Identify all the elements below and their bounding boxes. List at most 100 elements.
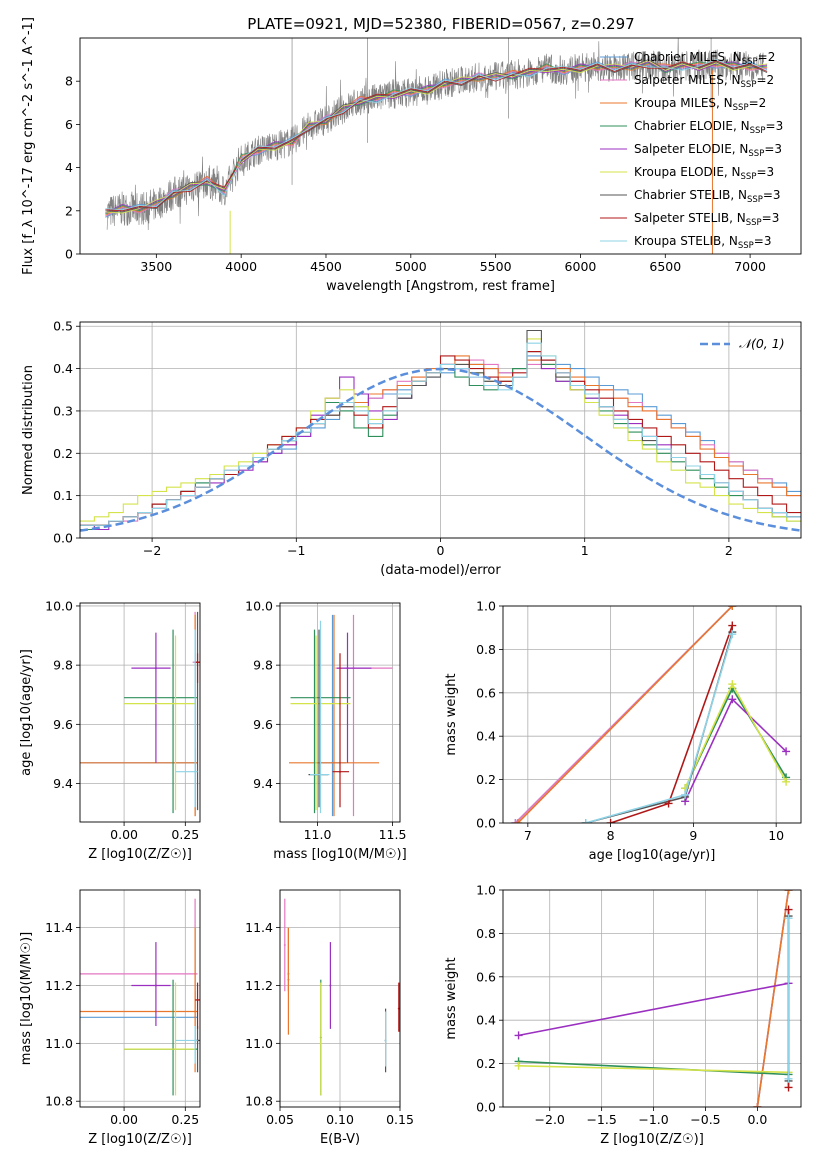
y-tick-label: 0.6 [476,685,496,700]
axes-frame [79,321,802,539]
panel-mass_vs_ebv: 0.05 0.10 0.15 10.8 11.0 11.2 11.4 E(B-V) [245,889,414,1147]
data-point [154,984,157,987]
y-tick-label: 2 [65,203,73,218]
model-curve-kroupa-miles [105,62,768,216]
model-curve-chabrier-miles [105,61,768,218]
plot-content [511,606,791,823]
y-tick-label: 10.8 [45,1094,73,1109]
legend-suffix: =3 [754,234,772,248]
x-tick-label: 5000 [395,259,427,274]
data-point [172,696,175,699]
legend-suffix: =3 [766,119,784,133]
data-point [313,696,316,699]
y-tick-label: 11.4 [245,920,273,935]
y-tick-label: 0.4 [476,729,496,744]
y-tick-label: 11.2 [245,978,273,993]
legend-entry: Kroupa STELIB, NSSP=3 [634,234,772,251]
plus-marker [782,777,791,786]
plus-marker [784,1074,793,1083]
data-point [319,1042,322,1045]
y-axis-label: mass [log10(M/M☉)] [19,932,34,1065]
y-tick-label: 0.2 [476,1056,496,1071]
plus-marker [728,606,737,610]
axes-frame [502,889,802,1108]
plot-content [80,611,200,817]
legend-suffix: =3 [762,211,780,225]
figure-title: PLATE=0921, MJD=52380, FIBERID=0567, z=0… [247,15,634,33]
y-tick-label: 11.0 [45,1036,73,1051]
axes-frame [79,889,201,1108]
x-tick-label: 0.25 [171,1112,199,1127]
y-tick-label: 10.0 [45,598,73,613]
y-tick-label: 9.6 [253,717,273,732]
y-tick-label: 11.2 [45,978,73,993]
data-point [194,770,197,773]
legend-entry: 𝒩(0, 1) [739,336,785,351]
y-tick-label: 10.8 [245,1094,273,1109]
x-axis-label: mass [log10(M/M☉)] [273,847,406,862]
legend-sub: SSP [742,57,758,67]
x-tick-label: 0.15 [386,1112,414,1127]
histogram-kroupa-stelib [80,342,801,526]
plus-marker [753,1103,762,1107]
x-axis-label: Z [log10(Z/Z☉)] [600,1132,704,1147]
x-tick-label: 1 [581,543,589,558]
legend-suffix: =3 [763,188,781,202]
y-axis-label: mass weight [444,957,459,1039]
x-tick-label: 11.0 [304,827,332,842]
y-axis-label: Normed distribution [21,365,36,495]
legend-suffix: =3 [764,142,782,156]
model-curve-kroupa-stelib [105,59,768,211]
x-tick-label: 5500 [480,259,512,274]
data-point [397,1007,400,1010]
y-tick-label: 0.0 [53,531,73,546]
x-tick-label: −1.5 [586,1112,616,1127]
plus-marker [606,819,615,823]
data-point [287,978,290,981]
y-tick-label: 11.4 [45,920,73,935]
x-tick-label: 4000 [225,259,257,274]
legend-sub: SSP [741,80,757,90]
x-tick-label: 11.5 [379,827,407,842]
legend-text: Kroupa MILES, N [634,96,733,110]
x-tick-label: 0.10 [326,1112,354,1127]
plus-marker [784,905,793,914]
axes-frame [279,602,401,823]
x-tick-label: 0.0 [747,1112,767,1127]
x-tick-label: 0.05 [266,1112,294,1127]
legend-text: Salpeter ELODIE, N [634,142,748,156]
legend-text: Chabrier MILES, N [634,50,742,64]
axes-frame [279,889,401,1108]
y-tick-label: 8 [65,74,73,89]
plus-marker [514,1031,523,1040]
y-tick-label: 9.8 [53,658,73,673]
weight-line-chabrier-elodie [518,1060,789,1076]
y-axis-label: Flux [f_λ 10^-17 erg cm^-2 s^-1 A^-1] [21,17,36,275]
y-tick-label: 0.6 [476,969,496,984]
x-tick-label: 0 [437,543,445,558]
normal-curve [80,367,801,532]
panel-residuals: −2 −1 0 1 2 0.0 0.1 0.2 0.3 0.4 0.5 (data-model)/er… [21,319,802,578]
legend-sub: SSP [750,126,766,136]
legend-sub: SSP [747,195,763,205]
model-curve-salpeter-miles [105,61,768,217]
x-tick-label: 0.25 [171,827,199,842]
legend-text: Salpeter STELIB, N [634,211,746,225]
weight-line-kroupa-miles [756,890,790,1107]
plot-content [105,38,768,254]
legend-entry: Kroupa MILES, NSSP=2 [634,96,766,113]
legend-sub: SSP [741,172,757,182]
y-tick-label: 0.0 [476,1100,496,1115]
plot-area [80,603,200,822]
y-tick-label: 9.4 [253,776,273,791]
x-tick-label: 6500 [649,259,681,274]
x-tick-label: 8 [607,828,615,843]
y-tick-label: 0.5 [53,319,73,334]
x-axis-label: Z [log10(Z/Z☉)] [88,847,192,862]
data-point [333,761,335,764]
plus-marker [728,630,737,639]
model-curve-kroupa-elodie [105,60,768,214]
x-tick-label: 7000 [734,259,766,274]
data-point [194,1039,197,1042]
